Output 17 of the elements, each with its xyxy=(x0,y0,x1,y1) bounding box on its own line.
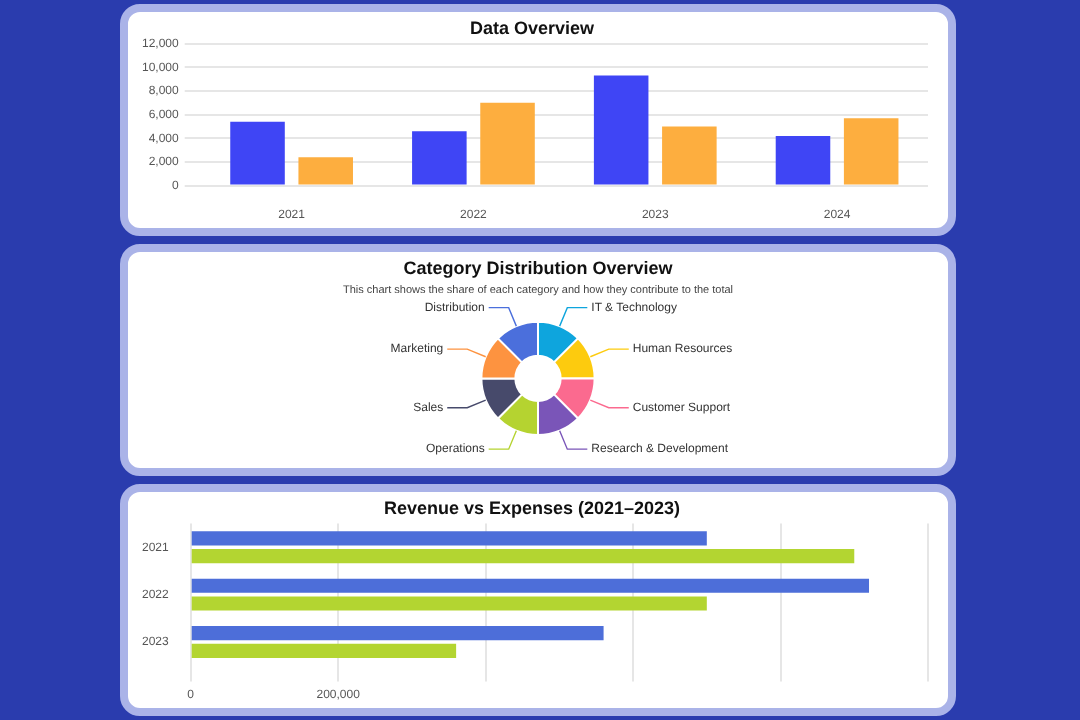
bar xyxy=(230,121,285,185)
chart-title: Category Distribution Overview xyxy=(403,257,675,278)
bar xyxy=(191,531,707,546)
bar xyxy=(298,157,353,185)
bar xyxy=(191,549,855,564)
chart-title: Revenue vs Expenses (2021–2023) xyxy=(383,497,681,518)
chart-title: Data Overview xyxy=(469,17,597,38)
bar xyxy=(480,102,535,185)
bar xyxy=(593,75,649,185)
bar xyxy=(843,118,899,185)
bar xyxy=(775,135,831,185)
bar xyxy=(662,126,717,185)
bar xyxy=(191,596,707,611)
bar xyxy=(191,643,457,658)
bar xyxy=(412,131,467,185)
bar xyxy=(191,625,604,641)
bar xyxy=(191,578,870,593)
